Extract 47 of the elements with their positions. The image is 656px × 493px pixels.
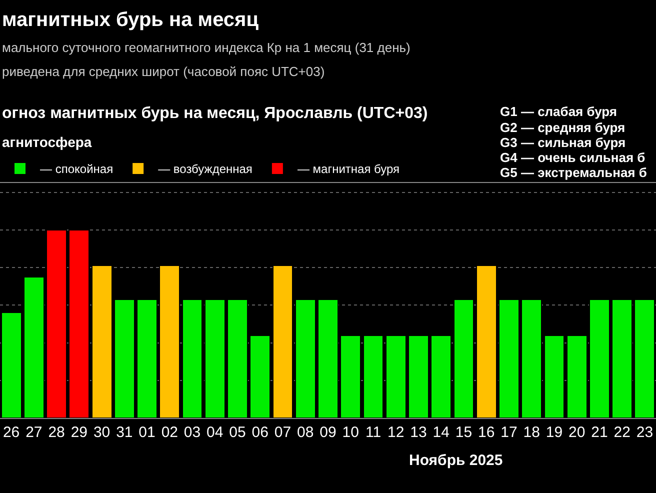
x-tick-label: 16 (478, 424, 495, 441)
bar (182, 299, 203, 418)
bar (544, 334, 565, 418)
x-tick-label: 23 (636, 424, 654, 441)
x-tick-label: 21 (591, 424, 608, 441)
legend-label: — магнитная буря (297, 162, 400, 176)
x-tick-label: 04 (206, 424, 224, 441)
x-tick-label: 14 (432, 424, 450, 441)
x-tick-label: 12 (388, 424, 404, 441)
text: G1 — слабая буря (500, 104, 618, 119)
text: G5 — экстремальная б (500, 165, 647, 180)
x-tick-label: 02 (161, 424, 178, 441)
bar (272, 265, 294, 418)
x-tick-label: 10 (342, 424, 359, 441)
x-tick-label: 18 (523, 424, 540, 441)
x-tick-label: 20 (568, 424, 586, 441)
x-tick-label: 22 (614, 424, 630, 441)
bar (453, 299, 474, 418)
x-tick-label: 19 (546, 424, 563, 441)
legend-label: — спокойная (40, 162, 114, 176)
x-tick-label: 09 (320, 424, 336, 441)
text: G3 — сильная буря (500, 135, 626, 150)
legend-label: — возбужденная (158, 162, 252, 176)
x-tick-label: 11 (365, 424, 382, 441)
x-tick-label: 01 (138, 424, 156, 441)
text: G2 — средняя буря (500, 120, 626, 135)
x-tick-label: 26 (2, 424, 20, 441)
x-tick-label: 08 (297, 424, 314, 441)
x-tick-label: 28 (48, 424, 65, 441)
x-tick-label: 05 (229, 424, 246, 441)
x-tick-label: 07 (274, 424, 292, 441)
chart-subtitle: мального суточного геомагнитного индекса Кр на 1 месяц (31 день) риведена для средних широт (часовой пояс UTC+03) (2, 40, 410, 79)
text: огноз магнитных бурь на месяц, Ярославль (UTC+03) (2, 105, 428, 122)
x-tick-label: 15 (455, 424, 472, 441)
legend-title: агнитосфера (2, 134, 92, 150)
x-tick-label: 31 (116, 424, 133, 441)
x-tick-label: 17 (500, 424, 518, 441)
x-tick-label: 29 (70, 424, 88, 441)
x-tick-label: 30 (93, 424, 110, 441)
chart-title: магнитных бурь на месяц (2, 9, 260, 31)
text: G4 — очень сильная б (500, 150, 646, 165)
bar (362, 334, 384, 418)
x-tick-label: 27 (26, 424, 42, 441)
x-tick-label: 13 (410, 424, 427, 441)
x-axis-title: Ноябрь 2025 (409, 452, 503, 469)
x-tick-label: 06 (252, 424, 268, 441)
x-tick-label: 03 (184, 424, 201, 441)
